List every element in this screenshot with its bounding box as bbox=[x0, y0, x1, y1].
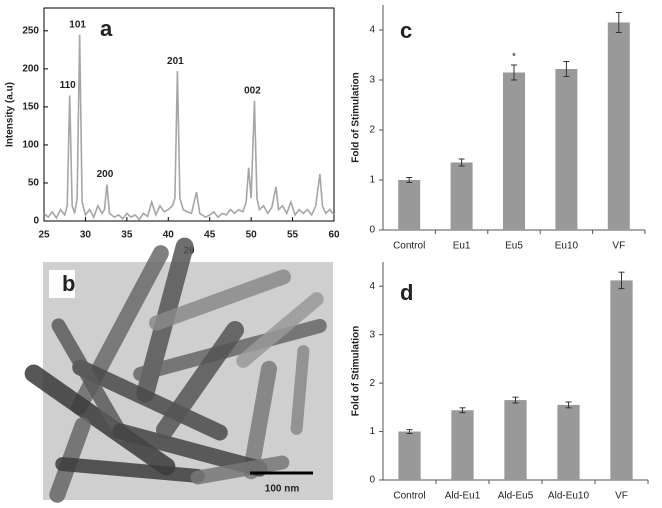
bar bbox=[607, 22, 630, 230]
peak-label: 110 bbox=[60, 80, 77, 91]
error-bar bbox=[618, 271, 625, 290]
panel-label: c bbox=[400, 18, 412, 43]
bar bbox=[555, 69, 578, 230]
y-axis-label: Fold of Stimulation bbox=[351, 72, 362, 163]
bar bbox=[451, 410, 474, 480]
x-tick-label: Eu1 bbox=[453, 241, 471, 252]
nanorod bbox=[112, 423, 268, 477]
y-tick-label: 1 bbox=[369, 426, 375, 437]
x-tick-label: Ald-Eu10 bbox=[548, 491, 590, 502]
error-bar bbox=[459, 407, 466, 414]
error-bar bbox=[406, 429, 413, 434]
error-bar bbox=[458, 158, 465, 167]
bar bbox=[504, 400, 527, 480]
x-tick-label: Eu5 bbox=[505, 241, 523, 252]
nanorod bbox=[55, 457, 205, 483]
x-tick-label: 60 bbox=[328, 230, 340, 241]
significance-mark: * bbox=[512, 52, 516, 63]
nanorod bbox=[156, 321, 244, 439]
y-tick-label: 4 bbox=[369, 281, 375, 292]
nanorod bbox=[242, 360, 278, 480]
x-tick-label: 25 bbox=[38, 230, 50, 241]
nanorod bbox=[72, 359, 228, 441]
x-tick-label: Eu10 bbox=[555, 241, 579, 252]
nanorod bbox=[290, 345, 310, 435]
y-axis-label: Fold of Stimulation bbox=[351, 326, 362, 417]
panel-label-box bbox=[49, 270, 75, 298]
nanorod bbox=[236, 292, 324, 368]
y-tick-label: 3 bbox=[369, 329, 375, 340]
x-tick-label: 35 bbox=[121, 230, 133, 241]
nanorod bbox=[149, 269, 291, 331]
y-axis-label: Intensity (a.u) bbox=[5, 82, 16, 147]
error-bar bbox=[512, 396, 519, 404]
y-tick-label: 2 bbox=[369, 378, 375, 389]
peak-label: 101 bbox=[69, 19, 86, 30]
x-tick-label: Control bbox=[393, 241, 425, 252]
panel-label: d bbox=[400, 280, 413, 305]
scale-bar-label: 100 nm bbox=[265, 484, 300, 495]
x-tick-label: 55 bbox=[287, 230, 299, 241]
y-tick-label: 0 bbox=[369, 475, 375, 486]
peak-label: 002 bbox=[244, 85, 261, 96]
bar bbox=[502, 72, 526, 230]
bar bbox=[398, 431, 421, 480]
nanorod bbox=[24, 364, 176, 476]
y-tick-label: 250 bbox=[22, 25, 39, 36]
x-tick-label: VF bbox=[612, 241, 625, 252]
error-bar bbox=[565, 401, 572, 409]
pattern-line bbox=[43, 34, 335, 221]
y-tick-label: 1 bbox=[369, 175, 375, 186]
peak-label: 200 bbox=[97, 169, 114, 180]
x-tick-label: 40 bbox=[163, 230, 175, 241]
y-tick-label: 0 bbox=[369, 225, 375, 236]
error-bar bbox=[563, 61, 570, 77]
y-tick-label: 100 bbox=[22, 140, 39, 151]
peak-label: 201 bbox=[167, 56, 184, 67]
bar bbox=[557, 404, 580, 480]
x-tick-label: VF bbox=[615, 491, 628, 502]
x-tick-label: 50 bbox=[246, 230, 258, 241]
panel-label: b bbox=[62, 271, 75, 296]
x-tick-label: Ald-Eu5 bbox=[498, 491, 534, 502]
plot-frame bbox=[43, 7, 335, 222]
nanorod bbox=[190, 455, 290, 485]
y-tick-label: 150 bbox=[22, 102, 39, 113]
panel-label: a bbox=[100, 16, 113, 41]
nanorod bbox=[51, 318, 129, 442]
y-tick-label: 50 bbox=[28, 178, 40, 189]
bar bbox=[398, 180, 421, 230]
y-tick-label: 200 bbox=[22, 63, 39, 74]
x-tick-label: Ald-Eu1 bbox=[445, 491, 481, 502]
x-tick-label: 30 bbox=[80, 230, 92, 241]
bar bbox=[450, 162, 473, 230]
y-tick-label: 2 bbox=[369, 125, 375, 136]
error-bar bbox=[615, 12, 622, 33]
y-tick-label: 4 bbox=[369, 25, 375, 36]
tem-image bbox=[24, 237, 333, 503]
x-tick-label: Control bbox=[393, 491, 425, 502]
bar bbox=[610, 280, 633, 480]
y-tick-label: 0 bbox=[33, 216, 39, 227]
error-bar bbox=[511, 64, 517, 81]
error-bar bbox=[406, 177, 413, 183]
y-tick-label: 3 bbox=[369, 75, 375, 86]
x-tick-label: 45 bbox=[204, 230, 216, 241]
